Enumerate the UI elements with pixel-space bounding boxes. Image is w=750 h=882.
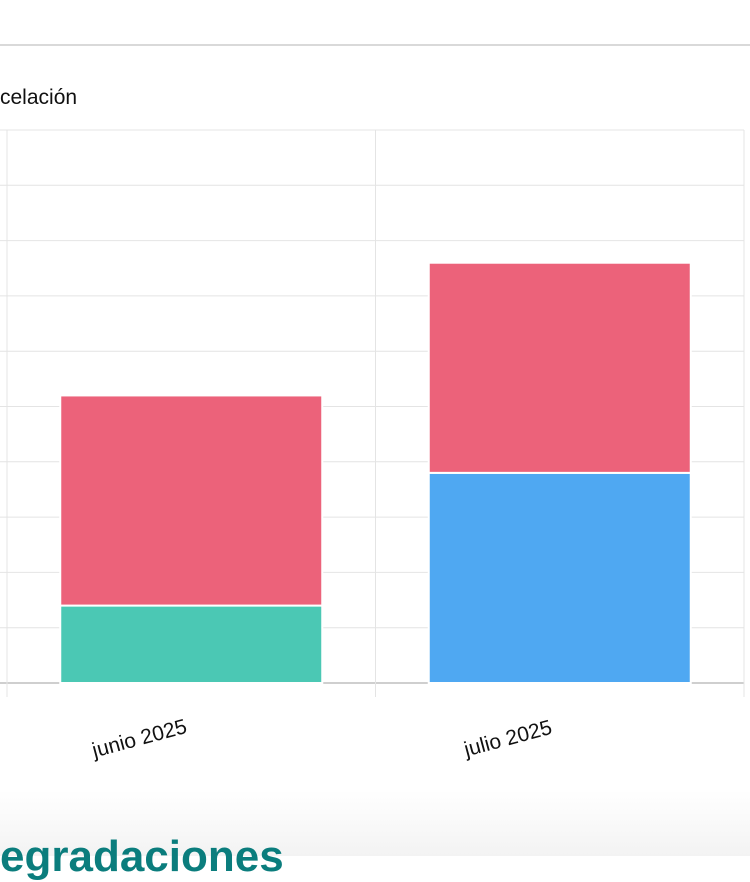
x-tick-label: junio 2025 (89, 715, 190, 763)
bar-segment[interactable] (59, 394, 324, 607)
legend-label: celación (0, 86, 78, 109)
header-divider (0, 44, 750, 46)
chart-x-ticks: junio 2025 julio 2025 (89, 715, 555, 763)
stacked-bar-chart: junio 2025 julio 2025 (0, 129, 745, 763)
section-heading: egradaciones (0, 832, 284, 881)
x-tick-label: julio 2025 (461, 716, 555, 762)
bar-segment[interactable] (427, 261, 692, 474)
section-header-band (0, 790, 750, 856)
chart-bars (59, 261, 692, 685)
bar-segment[interactable] (59, 604, 324, 685)
bar-segment[interactable] (427, 471, 692, 684)
